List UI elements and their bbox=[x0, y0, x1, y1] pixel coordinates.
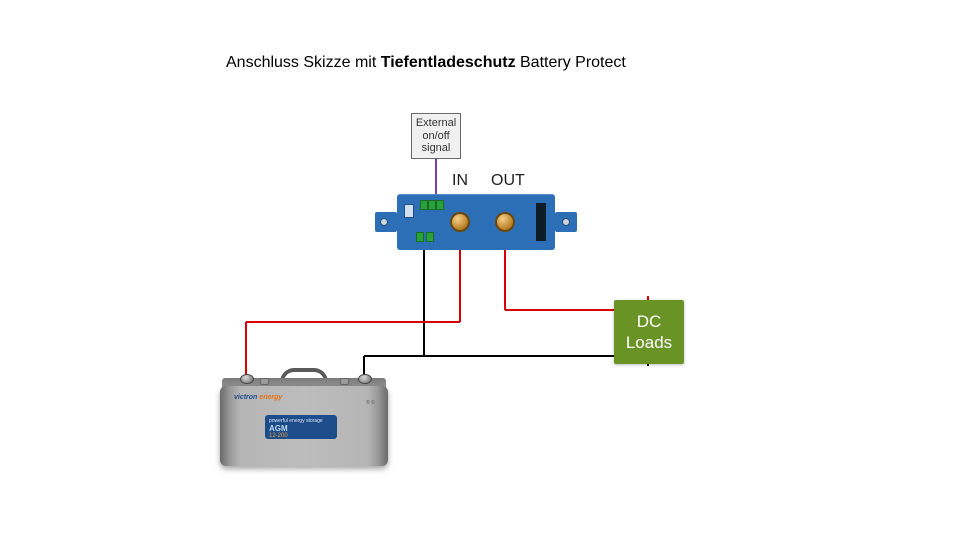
dc-loads-box: DCLoads bbox=[614, 300, 684, 364]
diagram-canvas: Anschluss Skizze mit Tiefentladeschutz B… bbox=[0, 0, 960, 540]
terminal-out-label: OUT bbox=[491, 172, 525, 190]
external-signal-box: External on/off signal bbox=[411, 113, 461, 159]
page-title: Anschluss Skizze mit Tiefentladeschutz B… bbox=[226, 54, 626, 72]
dc-loads-label: DCLoads bbox=[626, 311, 672, 354]
terminal-in-label: IN bbox=[452, 172, 468, 190]
external-signal-label: External on/off signal bbox=[412, 117, 460, 155]
